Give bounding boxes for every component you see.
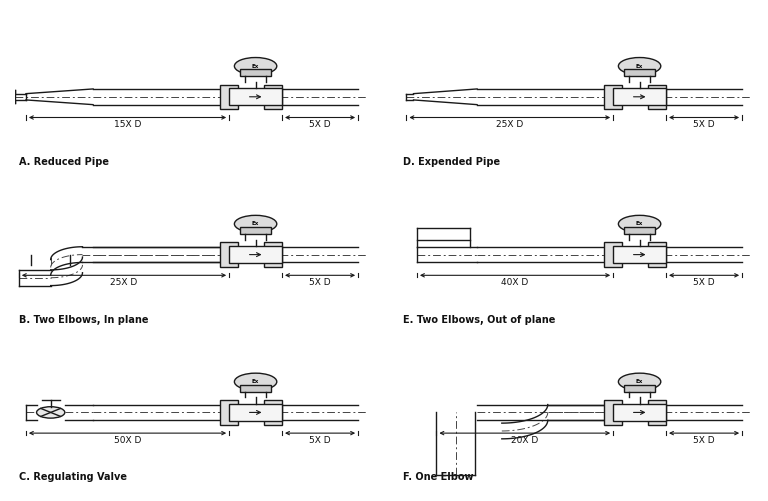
Text: Ex: Ex xyxy=(636,64,644,69)
Bar xyxy=(220,242,238,267)
Bar xyxy=(240,69,272,76)
Text: Ex: Ex xyxy=(636,379,644,384)
Circle shape xyxy=(234,58,276,75)
Bar xyxy=(604,242,622,267)
Text: F. One Elbow: F. One Elbow xyxy=(403,472,473,482)
Text: 5X D: 5X D xyxy=(694,278,715,287)
Circle shape xyxy=(618,373,660,390)
Text: 5X D: 5X D xyxy=(310,436,331,445)
Bar xyxy=(220,400,238,424)
Text: 25X D: 25X D xyxy=(111,278,137,287)
Text: A. Reduced Pipe: A. Reduced Pipe xyxy=(19,157,109,167)
Text: Ex: Ex xyxy=(636,221,644,226)
Text: B. Two Elbows, In plane: B. Two Elbows, In plane xyxy=(19,315,148,325)
Bar xyxy=(229,88,282,105)
Text: 5X D: 5X D xyxy=(310,120,331,129)
Bar xyxy=(613,88,666,105)
Text: 5X D: 5X D xyxy=(694,120,715,129)
Circle shape xyxy=(618,58,660,75)
Bar xyxy=(264,242,282,267)
Bar xyxy=(624,227,656,234)
Bar xyxy=(604,400,622,424)
Text: 40X D: 40X D xyxy=(502,278,528,287)
Bar xyxy=(264,400,282,424)
Bar xyxy=(240,227,272,234)
Bar xyxy=(264,85,282,109)
Text: 20X D: 20X D xyxy=(511,436,538,445)
Bar xyxy=(613,246,666,263)
Bar xyxy=(648,400,666,424)
Circle shape xyxy=(234,215,276,232)
Bar xyxy=(240,385,272,392)
Bar xyxy=(648,242,666,267)
Bar xyxy=(613,404,666,421)
Text: Ex: Ex xyxy=(252,221,260,226)
Circle shape xyxy=(37,407,65,418)
Text: C. Regulating Valve: C. Regulating Valve xyxy=(19,472,127,482)
Bar xyxy=(624,69,656,76)
Bar xyxy=(220,85,238,109)
Bar xyxy=(604,85,622,109)
Bar xyxy=(229,404,282,421)
Text: 50X D: 50X D xyxy=(114,436,141,445)
Text: 5X D: 5X D xyxy=(310,278,331,287)
Text: 5X D: 5X D xyxy=(694,436,715,445)
Text: 25X D: 25X D xyxy=(496,120,523,129)
Circle shape xyxy=(234,373,276,390)
Text: Ex: Ex xyxy=(252,379,260,384)
Text: Ex: Ex xyxy=(252,64,260,69)
Text: E. Two Elbows, Out of plane: E. Two Elbows, Out of plane xyxy=(403,315,555,325)
Bar xyxy=(229,246,282,263)
Bar xyxy=(624,385,656,392)
Circle shape xyxy=(618,215,660,232)
Text: 15X D: 15X D xyxy=(114,120,141,129)
Bar xyxy=(648,85,666,109)
Text: D. Expended Pipe: D. Expended Pipe xyxy=(403,157,500,167)
